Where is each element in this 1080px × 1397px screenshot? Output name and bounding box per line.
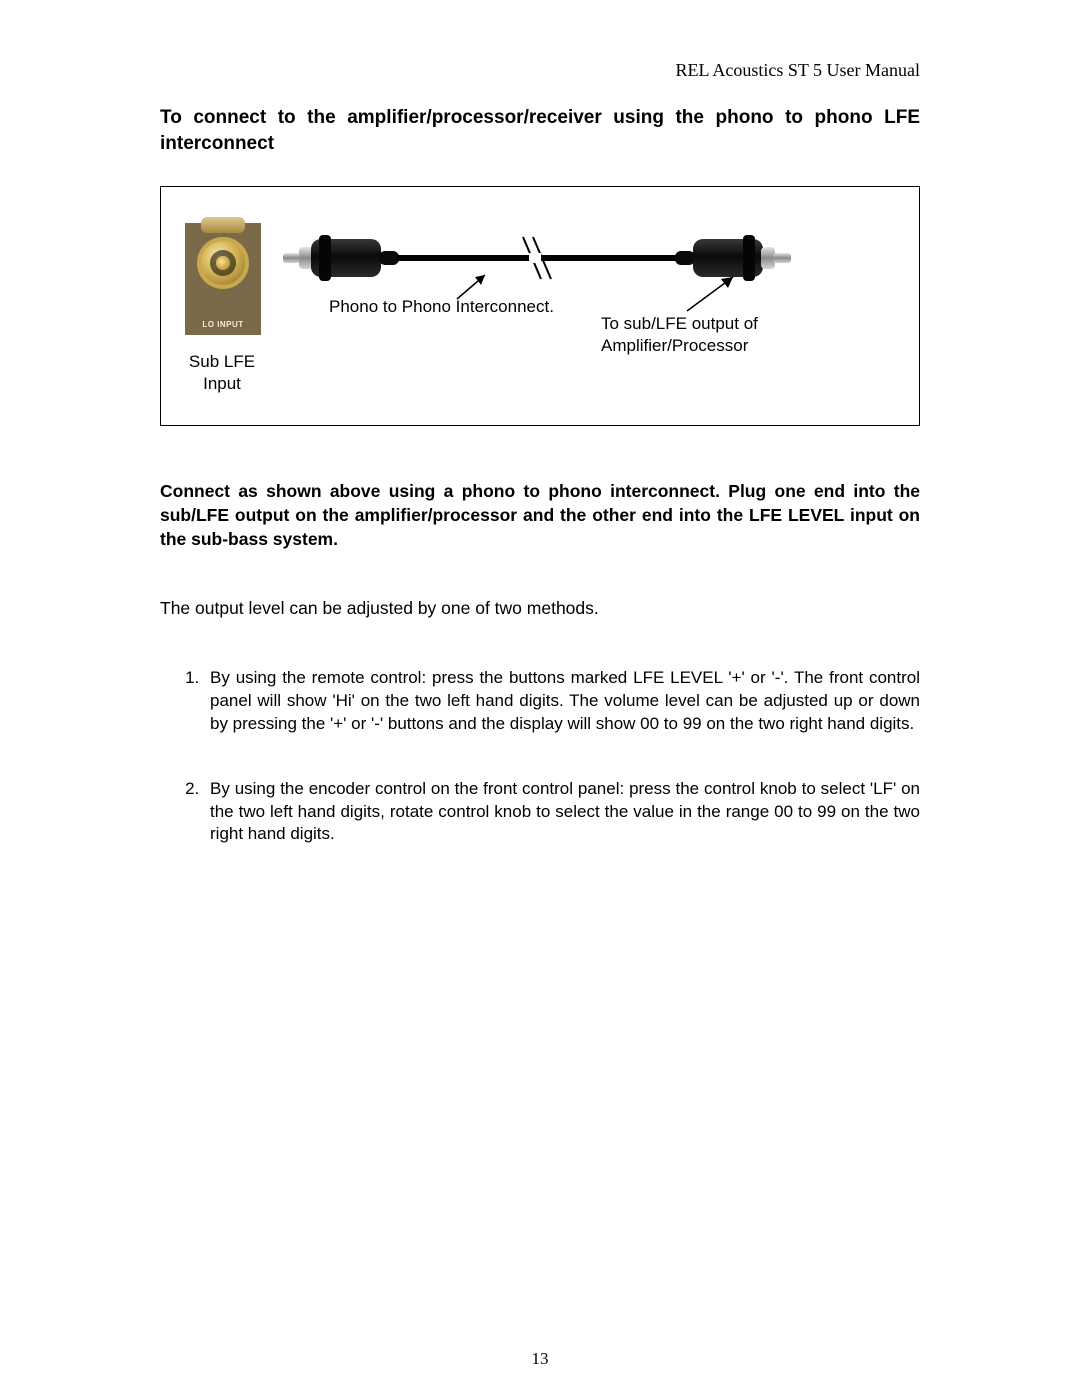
lo-input-jack: LO INPUT (185, 223, 261, 335)
jack-center-icon (216, 256, 230, 270)
intro-paragraph: Connect as shown above using a phono to … (160, 480, 920, 551)
section-title: To connect to the amplifier/processor/re… (160, 105, 920, 156)
steps-list: By using the remote control: press the b… (160, 667, 920, 847)
sub-lfe-input-label: Sub LFEInput (167, 351, 277, 394)
page-number: 13 (0, 1349, 1080, 1369)
jack-label: LO INPUT (185, 320, 261, 329)
destination-label: To sub/LFE output ofAmplifier/Processor (601, 313, 758, 356)
page-header: REL Acoustics ST 5 User Manual (160, 60, 920, 81)
step-item: By using the remote control: press the b… (204, 667, 920, 736)
connection-diagram: LO INPUT Sub LFEInput (160, 186, 920, 426)
phono-interconnect-label: Phono to Phono Interconnect. (329, 297, 554, 317)
jack-body-icon (197, 237, 249, 289)
arrow-to-plug-icon (681, 271, 741, 315)
methods-intro: The output level can be adjusted by one … (160, 597, 920, 621)
jack-ring-icon (201, 217, 245, 233)
manual-page: REL Acoustics ST 5 User Manual To connec… (0, 0, 1080, 928)
step-item: By using the encoder control on the fron… (204, 778, 920, 847)
